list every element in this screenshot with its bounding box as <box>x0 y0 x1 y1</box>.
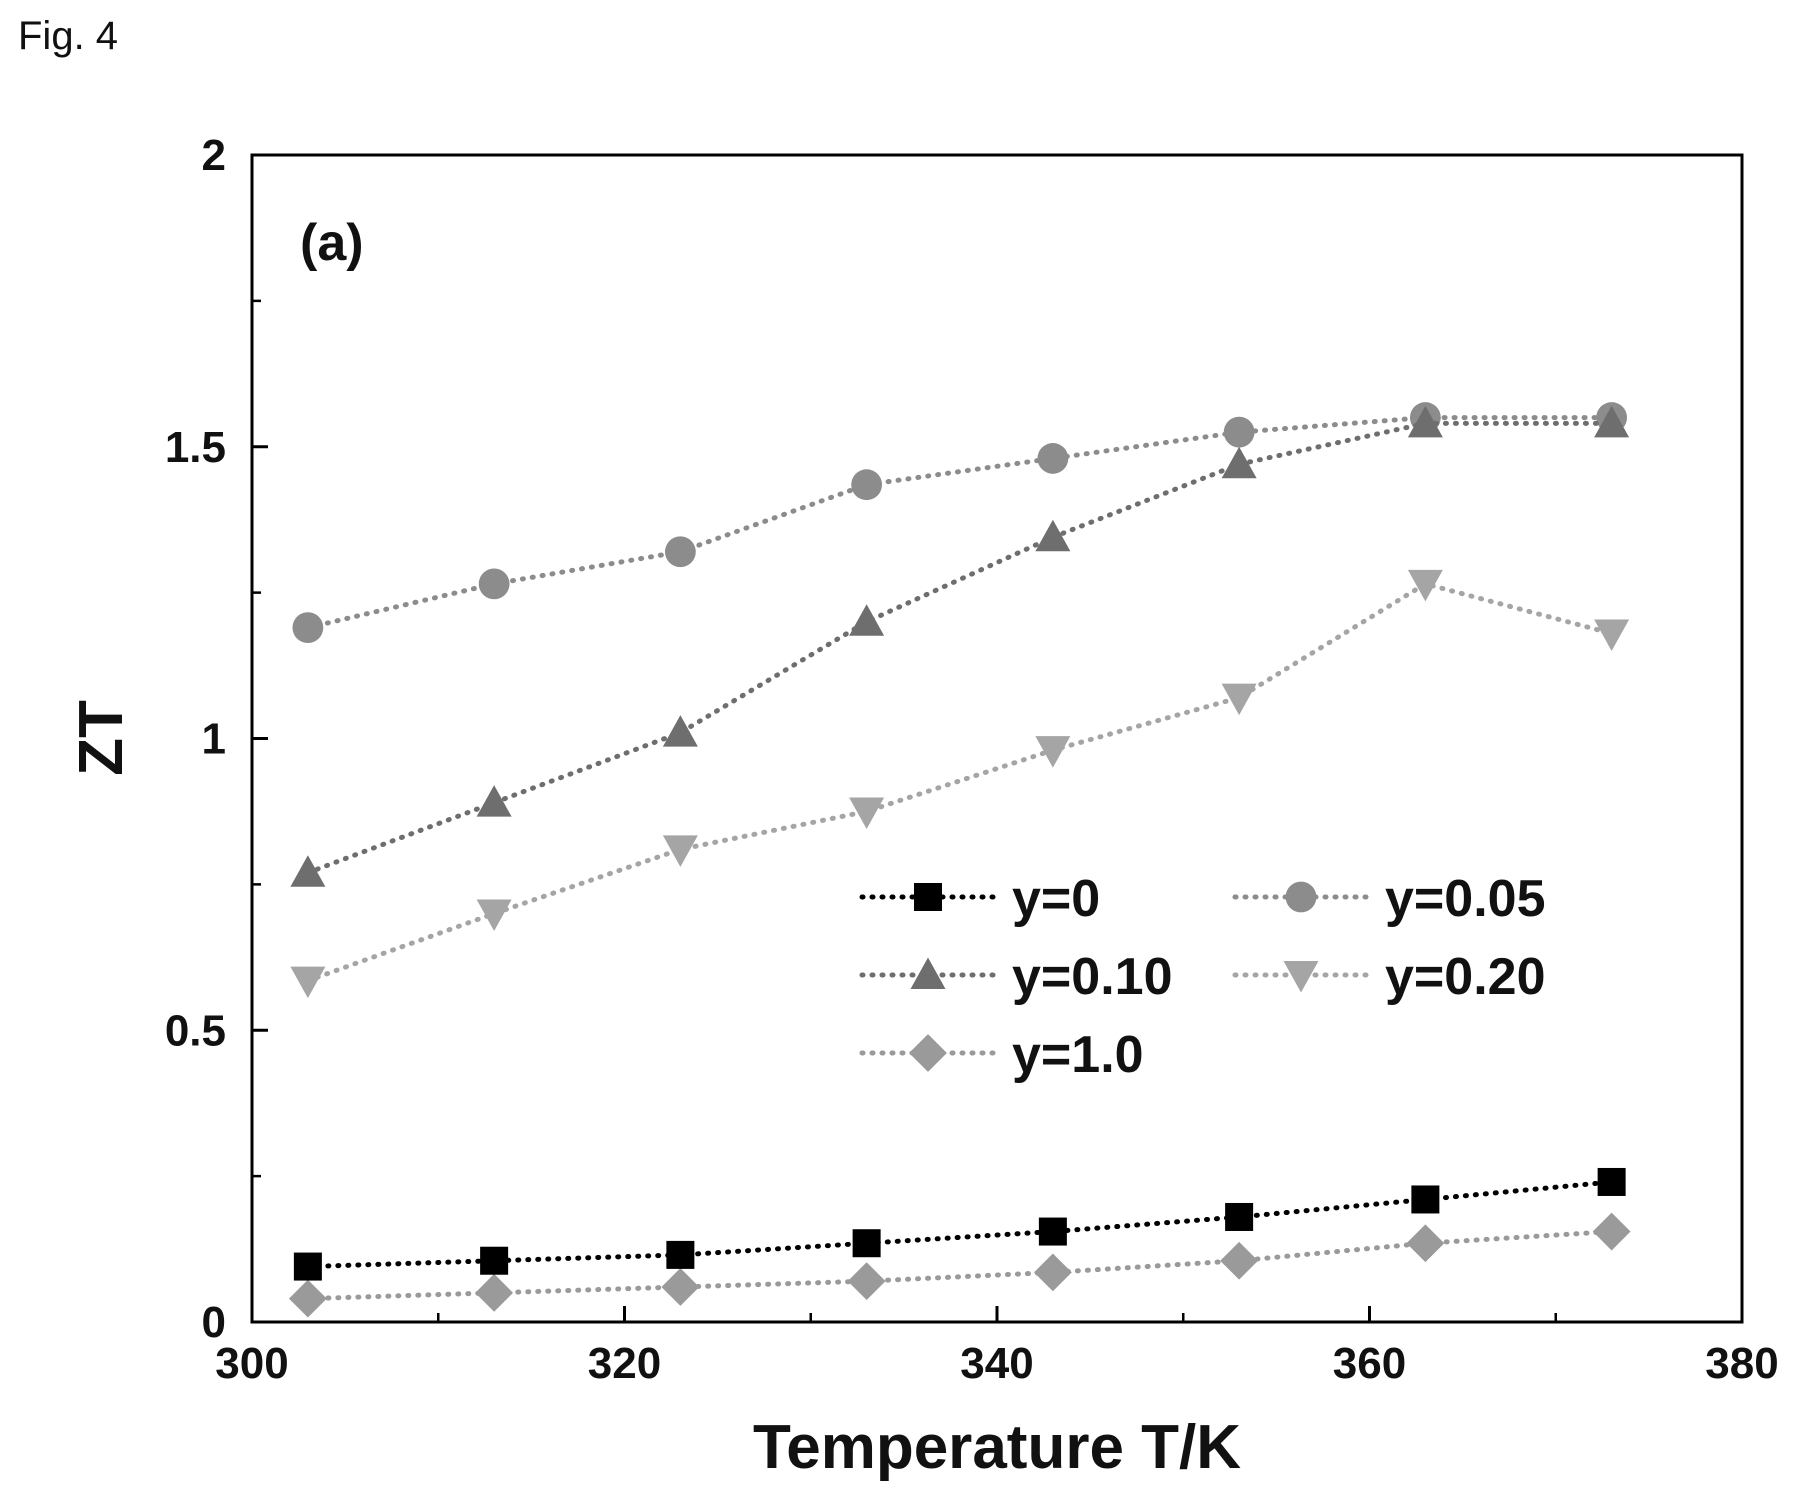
legend-marker-y-0-05 <box>1285 881 1317 913</box>
data-point-y-0-10 <box>849 604 885 636</box>
ticks-layer: 300 320 340 360 380 0 0.5 1 1.5 2 <box>165 131 1779 1388</box>
series-line-y-0-10 <box>305 420 1615 876</box>
data-point-y-1-0 <box>1033 1253 1072 1292</box>
x-tick-label: 300 <box>215 1339 288 1388</box>
data-point-y-0-20 <box>849 797 885 829</box>
legend: y=0 y=0.05 y=0.10 y=0.20 y=1.0 <box>859 870 1546 1084</box>
data-point-y-0 <box>852 1229 881 1258</box>
data-point-y-0-05 <box>1223 416 1255 448</box>
data-point-y-0-20 <box>662 835 698 867</box>
data-point-y-0 <box>1411 1185 1440 1214</box>
series-layer <box>288 402 1631 1318</box>
legend-marker-y-1-0 <box>909 1034 947 1072</box>
legend-label-y-0-05: y=0.05 <box>1385 870 1546 928</box>
data-point-y-1-0 <box>475 1273 514 1312</box>
data-point-y-0-20 <box>290 966 326 999</box>
data-point-y-0 <box>1038 1217 1067 1246</box>
data-point-y-1-0 <box>1592 1212 1631 1251</box>
figure-label: Fig. 4 <box>18 14 119 58</box>
data-point-y-0-05 <box>478 568 510 600</box>
data-point-y-0-05 <box>664 536 696 568</box>
data-point-y-1-0 <box>661 1268 700 1306</box>
x-axis-title: Temperature T/K <box>753 1413 1241 1482</box>
data-point-y-0-10 <box>290 855 326 887</box>
panel-label: (a) <box>300 214 364 272</box>
legend-marker-y-0-20 <box>1283 961 1319 993</box>
data-point-y-0-20 <box>1035 736 1071 768</box>
data-point-y-0-20 <box>1407 569 1443 602</box>
series-line-y-0-05 <box>305 415 1615 631</box>
data-point-y-0-10 <box>1035 519 1071 552</box>
data-point-y-1-0 <box>1220 1241 1259 1280</box>
x-tick-label: 320 <box>588 1339 661 1388</box>
legend-label-y-0-20: y=0.20 <box>1385 948 1546 1006</box>
data-point-y-0 <box>1597 1167 1626 1196</box>
data-point-y-0 <box>480 1246 509 1275</box>
data-point-y-0 <box>1225 1202 1254 1231</box>
y-tick-label: 0 <box>202 1298 226 1347</box>
data-point-y-0-05 <box>1037 443 1069 474</box>
y-tick-label: 2 <box>202 131 226 180</box>
x-tick-label: 380 <box>1705 1339 1778 1388</box>
legend-marker-y-0 <box>914 883 942 911</box>
data-point-y-0-20 <box>1221 683 1257 716</box>
y-tick-label: 1 <box>202 715 226 764</box>
series-line-y-0 <box>305 1179 1615 1270</box>
series-line-y-1-0 <box>305 1229 1615 1302</box>
data-point-y-1-0 <box>847 1262 886 1301</box>
data-point-y-0-10 <box>662 715 698 747</box>
data-point-y-0-10 <box>1594 405 1630 438</box>
x-tick-label: 360 <box>1333 1339 1406 1388</box>
data-point-y-0-20 <box>1594 619 1630 651</box>
data-point-y-0-10 <box>476 785 512 817</box>
data-point-y-0 <box>666 1240 695 1269</box>
y-tick-label: 0.5 <box>165 1006 226 1055</box>
plot-frame <box>250 153 1744 1324</box>
legend-label-y-1-0: y=1.0 <box>1012 1026 1144 1084</box>
x-tick-label: 340 <box>960 1339 1033 1388</box>
series-line-y-0-20 <box>305 581 1615 984</box>
data-point-y-0-20 <box>476 899 512 932</box>
data-point-y-0-05 <box>851 469 883 501</box>
y-axis-title: ZT <box>67 700 136 776</box>
legend-label-y-0-10: y=0.10 <box>1012 948 1173 1006</box>
data-point-y-0-10 <box>1221 446 1257 479</box>
legend-marker-y-0-10 <box>910 957 946 989</box>
data-point-y-1-0 <box>288 1279 327 1318</box>
legend-label-y-0: y=0 <box>1012 870 1100 928</box>
data-point-y-0 <box>293 1252 322 1281</box>
data-point-y-0-05 <box>292 612 324 644</box>
y-tick-label: 1.5 <box>165 423 226 472</box>
data-point-y-1-0 <box>1406 1224 1445 1263</box>
data-point-y-0-10 <box>1407 405 1443 438</box>
